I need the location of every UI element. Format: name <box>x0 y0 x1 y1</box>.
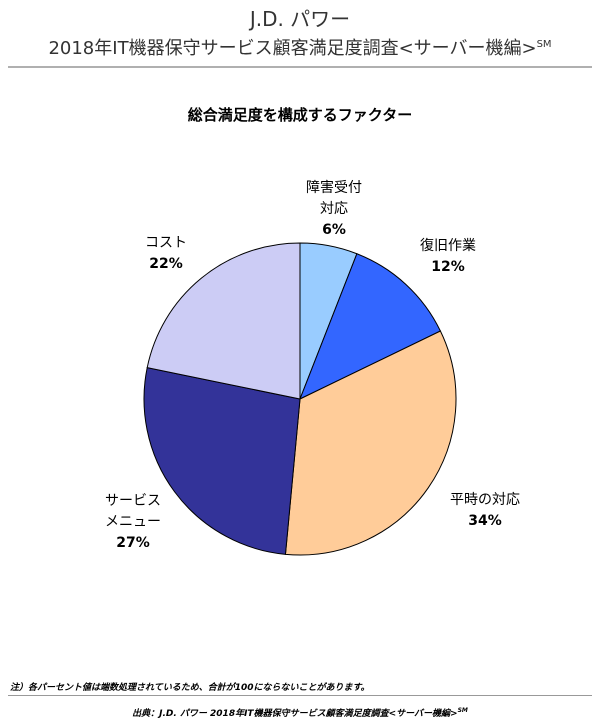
slice-label-0-line-1: 対応 <box>320 201 348 217</box>
brand-name: J.D. パワー <box>249 7 351 31</box>
report-header: J.D. パワー 2018年IT機器保守サービス顧客満足度調査<サーバー機編>S… <box>0 6 600 62</box>
slice-label-3-pct: 27% <box>116 535 150 551</box>
slice-label-0-pct: 6% <box>322 222 346 238</box>
source-citation: 出典：J.D. パワー 2018年IT機器保守サービス顧客満足度調査<サーバー機… <box>0 706 600 719</box>
slice-label-0-line-0: 障害受付 <box>306 180 362 196</box>
slice-label-3-line-0: サービス <box>105 493 161 509</box>
slice-label-1: 復旧作業 12% <box>398 236 498 278</box>
survey-title-text: 2018年IT機器保守サービス顧客満足度調査<サーバー機編> <box>48 38 537 59</box>
source-text: 出典：J.D. パワー 2018年IT機器保守サービス顧客満足度調査<サーバー機… <box>132 709 458 719</box>
service-mark: SM <box>536 39 552 50</box>
slice-label-2-pct: 34% <box>468 513 502 529</box>
slice-label-4: コスト 22% <box>116 233 216 275</box>
pie-slice-4 <box>146 242 301 400</box>
survey-title: 2018年IT機器保守サービス顧客満足度調査<サーバー機編>SM <box>0 32 600 62</box>
pie-slice-2 <box>284 330 457 556</box>
source-mark: SM <box>457 707 468 714</box>
slice-label-2-line-0: 平時の対応 <box>450 492 520 508</box>
pie-slice-1 <box>299 253 442 401</box>
slice-label-0: 障害受付 対応 6% <box>290 178 378 241</box>
slice-label-2: 平時の対応 34% <box>430 490 540 532</box>
slice-label-4-pct: 22% <box>149 256 183 272</box>
slice-label-1-pct: 12% <box>431 259 465 275</box>
footer-divider <box>8 695 592 696</box>
pie-slice-3 <box>143 367 301 555</box>
slice-label-3-line-1: メニュー <box>105 514 161 530</box>
chart-title: 総合満足度を構成するファクター <box>187 106 413 124</box>
slice-label-3: サービス メニュー 27% <box>78 491 188 554</box>
footnote: 注）各パーセント値は端数処理されているため、合計が100にならないことがあります… <box>10 683 370 693</box>
header-divider <box>8 66 592 68</box>
slice-label-4-line-0: コスト <box>145 235 187 251</box>
slice-label-1-line-0: 復旧作業 <box>420 238 476 254</box>
